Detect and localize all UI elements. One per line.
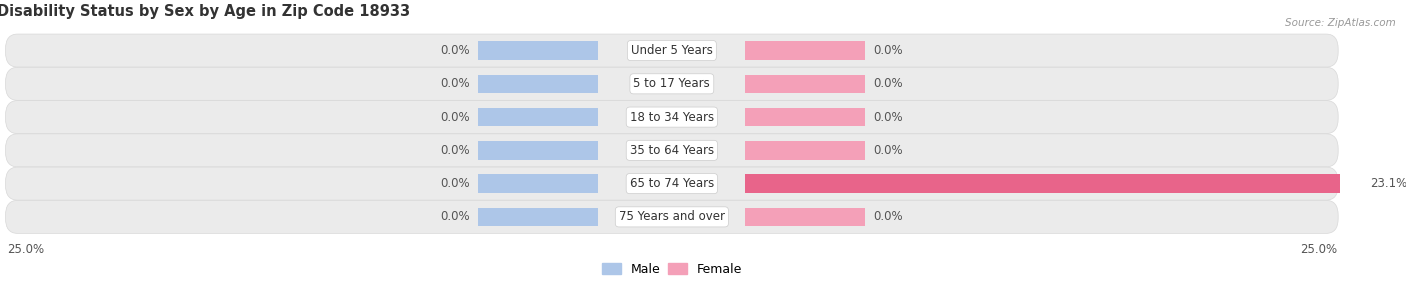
Text: 23.1%: 23.1%: [1371, 177, 1406, 190]
Text: 0.0%: 0.0%: [440, 111, 470, 124]
FancyBboxPatch shape: [6, 67, 1339, 100]
Text: 0.0%: 0.0%: [873, 44, 903, 57]
Bar: [745, 208, 866, 226]
Text: 25.0%: 25.0%: [1299, 243, 1337, 256]
Text: 0.0%: 0.0%: [440, 144, 470, 157]
Text: Under 5 Years: Under 5 Years: [631, 44, 713, 57]
Text: 0.0%: 0.0%: [440, 210, 470, 223]
Text: 35 to 64 Years: 35 to 64 Years: [630, 144, 714, 157]
Text: 0.0%: 0.0%: [440, 77, 470, 90]
Text: 18 to 34 Years: 18 to 34 Years: [630, 111, 714, 124]
FancyBboxPatch shape: [6, 34, 1339, 67]
Text: 0.0%: 0.0%: [873, 210, 903, 223]
FancyBboxPatch shape: [6, 200, 1339, 233]
Bar: [745, 108, 866, 126]
Text: 0.0%: 0.0%: [440, 44, 470, 57]
Text: Disability Status by Sex by Age in Zip Code 18933: Disability Status by Sex by Age in Zip C…: [0, 4, 411, 19]
Bar: [478, 74, 599, 93]
Bar: [478, 208, 599, 226]
Bar: [745, 141, 866, 160]
FancyBboxPatch shape: [6, 101, 1339, 134]
Bar: [478, 41, 599, 60]
Text: 65 to 74 Years: 65 to 74 Years: [630, 177, 714, 190]
Bar: [745, 74, 866, 93]
Text: 0.0%: 0.0%: [873, 111, 903, 124]
Text: Source: ZipAtlas.com: Source: ZipAtlas.com: [1285, 18, 1396, 28]
Text: 0.0%: 0.0%: [440, 177, 470, 190]
Legend: Male, Female: Male, Female: [596, 258, 747, 281]
FancyBboxPatch shape: [6, 167, 1339, 200]
Text: 0.0%: 0.0%: [873, 144, 903, 157]
FancyBboxPatch shape: [6, 134, 1339, 167]
Text: 5 to 17 Years: 5 to 17 Years: [634, 77, 710, 90]
Bar: [745, 41, 866, 60]
Bar: [478, 108, 599, 126]
Bar: [478, 174, 599, 193]
Bar: [745, 174, 1362, 193]
Text: 25.0%: 25.0%: [7, 243, 44, 256]
Bar: [478, 141, 599, 160]
Text: 75 Years and over: 75 Years and over: [619, 210, 725, 223]
Text: 0.0%: 0.0%: [873, 77, 903, 90]
